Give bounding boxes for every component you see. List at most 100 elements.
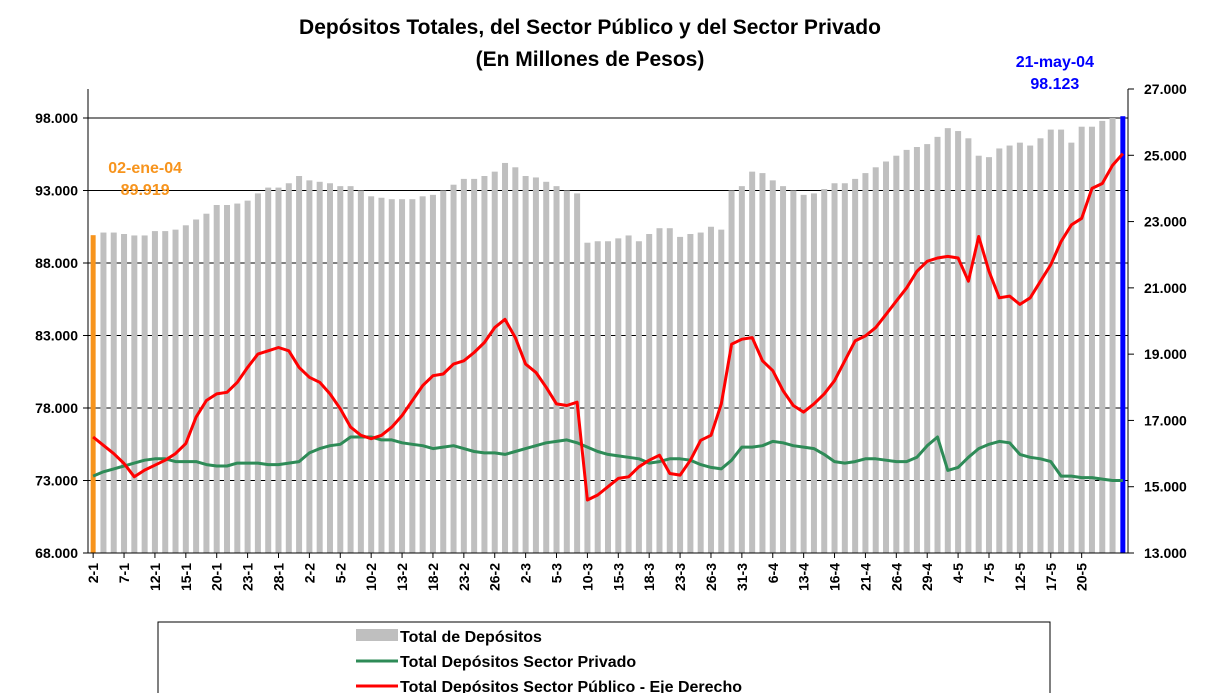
x-tick-label: 13-2 [394, 563, 410, 591]
bar [677, 236, 684, 553]
bar [471, 178, 478, 553]
y2-tick-label: 19.000 [1144, 346, 1187, 362]
bar [543, 181, 550, 554]
bar [903, 149, 910, 553]
bar [275, 187, 282, 553]
bar [440, 190, 447, 553]
bar [285, 183, 292, 553]
bar [872, 167, 879, 554]
x-tick-label: 23-3 [672, 563, 688, 591]
bar [1047, 129, 1054, 553]
bar [121, 234, 128, 553]
y2-tick-label: 23.000 [1144, 214, 1187, 230]
line [92, 152, 1125, 502]
y-tick-label: 83.000 [35, 328, 78, 344]
bar [718, 229, 725, 553]
bar [213, 205, 220, 553]
legend-label: Total Depósitos Sector Privado [400, 654, 636, 671]
bar [1099, 120, 1106, 554]
bar [378, 197, 385, 553]
bar [615, 238, 622, 553]
x-tick-label: 16-4 [827, 563, 843, 591]
y-tick-label: 68.000 [35, 545, 78, 561]
annotation-value: 89.919 [121, 182, 170, 199]
x-tick-label: 21-4 [857, 563, 873, 591]
bar [368, 196, 375, 554]
x-tick-label: 18-3 [641, 563, 657, 591]
y2-tick-label: 13.000 [1144, 545, 1187, 561]
x-tick-label: 10-2 [363, 563, 379, 591]
bar [594, 241, 601, 553]
bar [306, 180, 313, 553]
bar [749, 171, 756, 553]
y-tick-label: 93.000 [35, 183, 78, 199]
bar [1078, 126, 1085, 553]
bar [347, 186, 354, 553]
bar [996, 148, 1003, 553]
bar [532, 177, 539, 553]
x-tick-label: 26-2 [487, 563, 503, 591]
bar [780, 186, 787, 553]
y-tick-label: 78.000 [35, 400, 78, 416]
x-tick-label: 7-5 [981, 563, 997, 583]
y2-tick-label: 15.000 [1144, 479, 1187, 495]
bar [985, 157, 992, 553]
bar [100, 232, 107, 554]
x-tick-label: 29-4 [919, 563, 935, 591]
bar [759, 173, 766, 553]
bar [90, 235, 96, 553]
bar [409, 199, 416, 553]
bar [769, 180, 776, 553]
bar [574, 193, 581, 553]
bar [1027, 145, 1034, 554]
y-tick-label: 88.000 [35, 255, 78, 271]
bar [419, 196, 426, 554]
annotation-date: 21-may-04 [1016, 54, 1094, 71]
bar [841, 183, 848, 553]
bar [316, 181, 323, 554]
bar [502, 162, 509, 553]
x-tick-label: 2-3 [518, 563, 534, 583]
legend-label: Total de Depósitos [400, 629, 542, 646]
bar [254, 193, 261, 553]
x-tick-label: 12-5 [1012, 563, 1028, 591]
x-tick-label: 5-3 [549, 563, 565, 583]
annotation-value: 98.123 [1030, 76, 1079, 93]
y2-tick-label: 17.000 [1144, 412, 1187, 428]
bar [934, 136, 941, 553]
bar [337, 186, 344, 553]
bar [584, 242, 591, 553]
x-tick-label: 2-1 [85, 563, 101, 583]
bar [1006, 145, 1013, 554]
bar [955, 131, 962, 554]
x-tick-label: 6-4 [765, 563, 781, 583]
x-tick-label: 20-1 [209, 563, 225, 591]
bar [810, 193, 817, 553]
bar [357, 190, 364, 553]
bar [728, 190, 735, 553]
bar [481, 176, 488, 553]
bar [182, 225, 189, 554]
x-tick-label: 12-1 [147, 563, 163, 591]
bar [234, 203, 241, 554]
bar [883, 161, 890, 553]
bar [1120, 116, 1126, 554]
bar [450, 184, 457, 553]
x-tick-label: 31-3 [734, 563, 750, 591]
bar [738, 186, 745, 553]
bar [203, 213, 210, 553]
annotation-date: 02-ene-04 [108, 160, 182, 177]
legend-swatch [356, 629, 398, 641]
bar [512, 167, 519, 554]
bar [162, 231, 169, 553]
bar [635, 241, 642, 553]
bar [975, 155, 982, 553]
bar [852, 178, 859, 553]
bar [625, 235, 632, 553]
bar [800, 194, 807, 553]
bar [399, 199, 406, 553]
x-tick-label: 26-4 [888, 563, 904, 591]
bar [172, 229, 179, 553]
x-tick-label: 23-1 [240, 563, 256, 591]
